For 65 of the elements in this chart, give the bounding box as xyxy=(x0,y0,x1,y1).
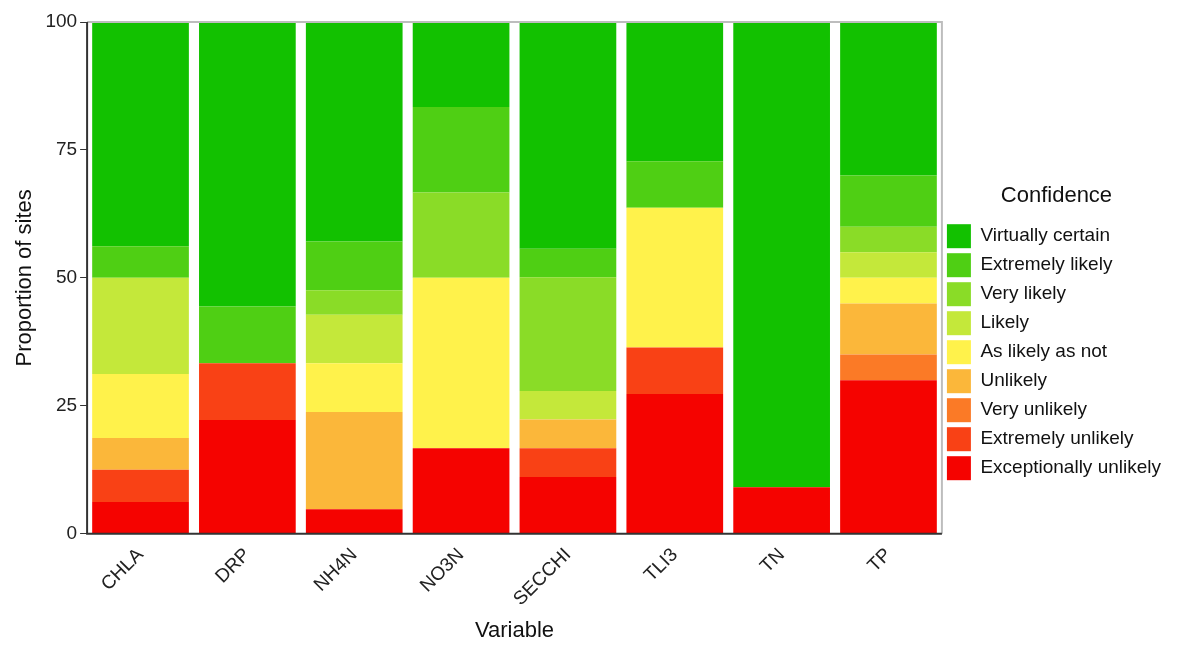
legend-label: Extremely likely xyxy=(980,253,1113,275)
bar xyxy=(305,314,403,364)
legend-label: Very likely xyxy=(980,282,1067,304)
bar xyxy=(519,419,617,449)
bar xyxy=(840,175,937,227)
bar xyxy=(840,354,937,381)
bar xyxy=(840,303,937,355)
bar xyxy=(305,241,403,291)
y-tick-label: 25 xyxy=(55,394,78,416)
bar xyxy=(626,22,724,162)
bar xyxy=(412,22,510,107)
bar xyxy=(305,363,403,412)
bar xyxy=(519,248,617,278)
bar xyxy=(412,106,510,193)
bar xyxy=(92,374,189,439)
bar xyxy=(626,394,724,534)
bar xyxy=(92,246,189,278)
legend-label: Very unlikely xyxy=(980,398,1088,420)
bar xyxy=(519,390,617,420)
bar xyxy=(199,22,296,307)
bar xyxy=(626,347,724,395)
legend-label: Likely xyxy=(980,311,1030,333)
y-tick-label: 50 xyxy=(55,266,78,288)
bar xyxy=(92,438,189,470)
legend-label: As likely as not xyxy=(980,340,1108,362)
bar xyxy=(519,277,617,391)
y-tick-label: 0 xyxy=(66,521,78,543)
bar xyxy=(840,277,937,304)
legend-label: Unlikely xyxy=(980,369,1048,391)
y-axis-title: Proportion of sites xyxy=(11,189,37,367)
bar xyxy=(626,161,724,208)
bar xyxy=(519,22,617,249)
bar xyxy=(733,22,830,488)
legend-label: Extremely unlikely xyxy=(980,427,1135,449)
bar xyxy=(92,501,189,534)
bar xyxy=(199,306,296,364)
bar xyxy=(733,487,830,534)
legend-label: Exceptionally unlikely xyxy=(980,456,1162,478)
bar xyxy=(199,363,296,421)
bar xyxy=(519,476,617,534)
bar xyxy=(412,448,510,534)
bar xyxy=(305,290,403,315)
legend-title: Confidence xyxy=(1000,181,1113,207)
bar xyxy=(626,207,724,348)
legend-label: Virtually certain xyxy=(980,224,1110,246)
bar xyxy=(92,22,189,247)
bar xyxy=(519,448,617,477)
bar xyxy=(840,380,937,534)
bar xyxy=(840,226,937,253)
bar xyxy=(840,22,937,176)
bar xyxy=(305,411,403,510)
y-tick-label: 75 xyxy=(55,138,78,160)
bar xyxy=(840,252,937,278)
bar xyxy=(92,469,189,502)
x-tick-label: TP xyxy=(862,543,896,576)
bar xyxy=(199,420,296,534)
bar xyxy=(305,509,403,534)
y-tick-label: 100 xyxy=(45,10,78,32)
x-tick-label: TLI3 xyxy=(639,543,682,586)
x-tick-label: TN xyxy=(755,543,789,577)
bar xyxy=(305,22,403,242)
x-axis-title: Variable xyxy=(474,616,555,642)
bar xyxy=(92,277,189,375)
bar xyxy=(412,192,510,278)
bar xyxy=(412,277,510,449)
